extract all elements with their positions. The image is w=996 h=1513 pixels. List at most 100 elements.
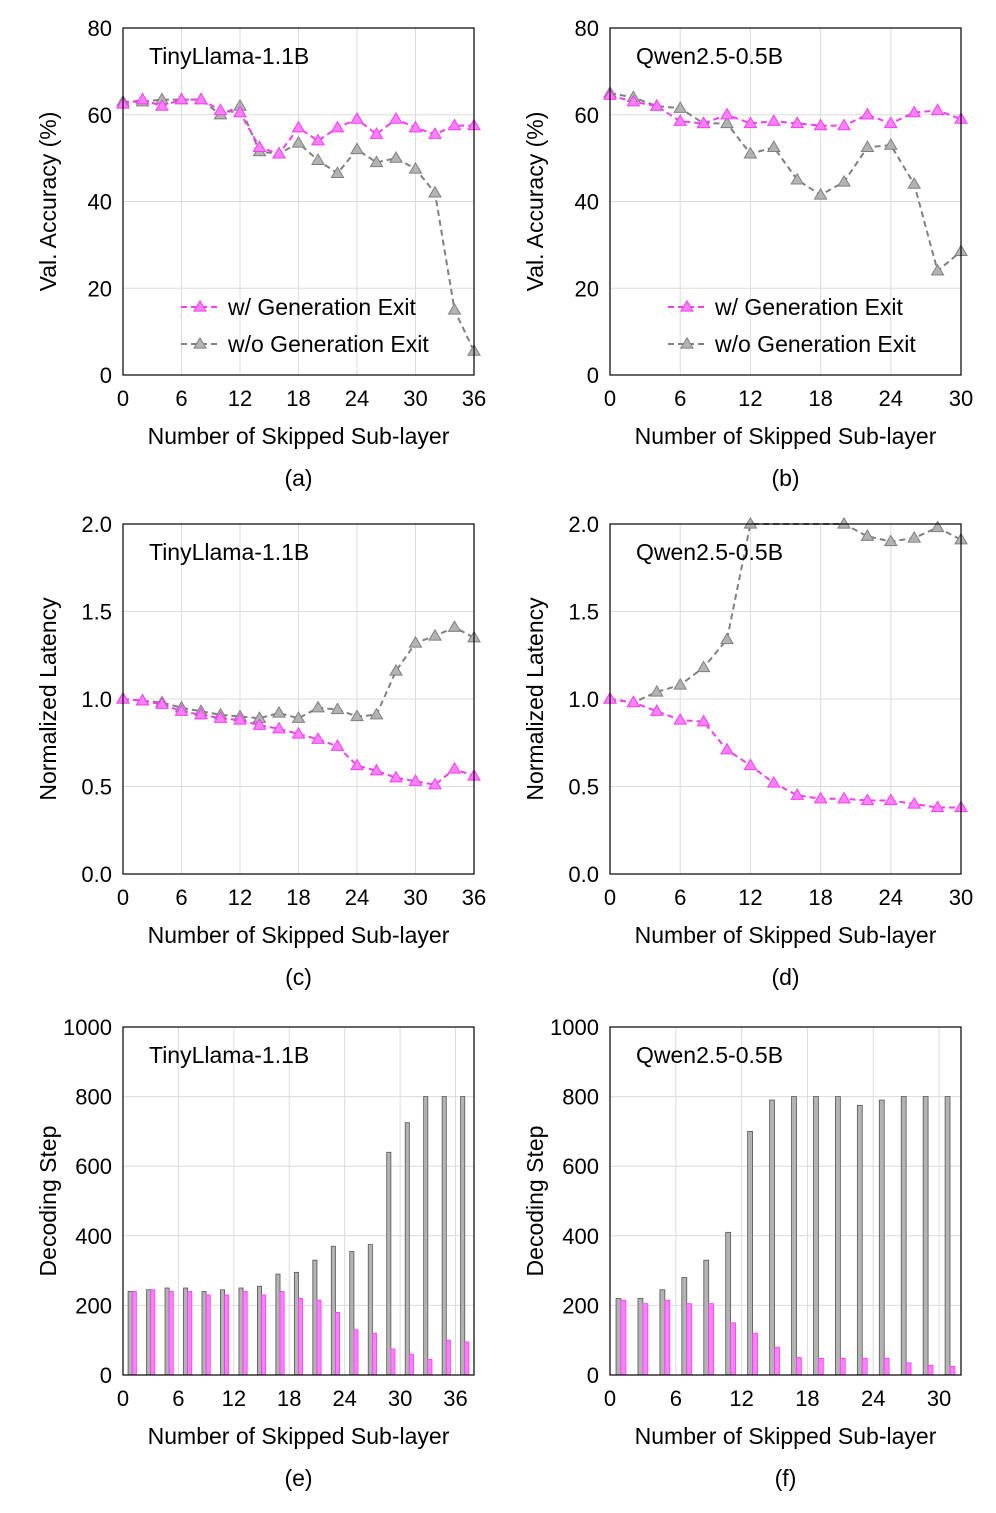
- data-point-without-exit: [428, 628, 442, 641]
- y-tick-label: 40: [575, 190, 599, 215]
- data-point-without-exit: [447, 620, 462, 632]
- bar-without-exit: [922, 1096, 929, 1376]
- y-tick-label: 400: [562, 1224, 599, 1249]
- x-tick-label: 6: [172, 1386, 184, 1411]
- data-point-without-exit: [649, 684, 664, 697]
- legend-label-without-exit: w/o Generation Exit: [714, 331, 916, 357]
- bar-with-exit: [298, 1298, 304, 1376]
- bar-without-exit: [835, 1096, 841, 1376]
- data-point-with-exit: [330, 739, 345, 751]
- data-point-without-exit: [330, 166, 345, 178]
- data-point-with-exit: [408, 120, 423, 133]
- data-point-without-exit: [447, 302, 462, 315]
- y-axis-label: Normalized Latency: [35, 597, 61, 801]
- data-point-with-exit: [813, 791, 828, 804]
- data-point-without-exit: [837, 516, 851, 529]
- y-tick-label: 2.0: [81, 512, 112, 537]
- x-tick-label: 6: [175, 885, 187, 910]
- data-point-without-exit: [389, 663, 403, 676]
- data-point-with-exit: [907, 105, 922, 118]
- x-tick-label: 18: [795, 1386, 819, 1411]
- bar-without-exit: [312, 1259, 318, 1376]
- bar-with-exit: [464, 1341, 470, 1376]
- data-point-with-exit: [389, 111, 403, 124]
- data-point-without-exit: [837, 174, 851, 187]
- chart-title: TinyLlama-1.1B: [149, 539, 309, 565]
- x-tick-label: 18: [808, 885, 832, 910]
- data-point-with-exit: [907, 796, 922, 809]
- bar-without-exit: [164, 1287, 170, 1376]
- data-point-with-exit: [233, 105, 247, 118]
- legend-marker-with-exit: [680, 299, 694, 312]
- data-point-without-exit: [907, 177, 922, 189]
- x-tick-label: 0: [604, 386, 616, 411]
- x-tick-label: 6: [674, 386, 686, 411]
- data-point-without-exit: [291, 711, 306, 723]
- x-tick-label: 6: [674, 885, 686, 910]
- y-tick-label: 0.0: [81, 862, 112, 887]
- x-tick-label: 0: [117, 1386, 129, 1411]
- bar-with-exit: [642, 1303, 649, 1376]
- panel-caption: (d): [771, 964, 799, 990]
- data-point-without-exit: [408, 635, 423, 648]
- bar-without-exit: [703, 1259, 710, 1376]
- data-point-with-exit: [135, 693, 150, 706]
- y-tick-label: 0: [100, 363, 112, 388]
- data-point-with-exit: [837, 791, 851, 804]
- data-point-with-exit: [291, 726, 306, 739]
- x-tick-label: 30: [949, 885, 973, 910]
- x-tick-label: 12: [738, 386, 762, 411]
- y-tick-label: 1.5: [81, 600, 112, 625]
- y-tick-label: 0: [100, 1363, 112, 1388]
- plot-frame: [122, 1026, 475, 1376]
- bar-with-exit: [839, 1357, 846, 1376]
- legend-marker-without-exit: [680, 336, 694, 349]
- data-point-without-exit: [272, 705, 286, 718]
- chart-panel-d: 0 6 12 18 24 30 0.0 0.5 1.0 1.5 2.0 Qwen2.5-0.5B Num…: [522, 512, 973, 990]
- data-point-with-exit: [389, 770, 403, 783]
- data-point-without-exit: [673, 101, 688, 113]
- y-axis-label: Val. Accuracy (%): [522, 112, 548, 292]
- data-point-with-exit: [194, 707, 208, 720]
- data-point-with-exit: [626, 94, 641, 107]
- y-tick-label: 80: [88, 16, 112, 41]
- x-tick-label: 24: [879, 885, 903, 910]
- x-tick-label: 0: [117, 386, 129, 411]
- bar-without-exit: [183, 1287, 189, 1376]
- bar-without-exit: [725, 1231, 732, 1376]
- data-point-with-exit: [626, 695, 641, 708]
- series-line-with-exit: [609, 94, 962, 127]
- bar-without-exit: [659, 1289, 666, 1376]
- x-tick-label: 24: [879, 386, 903, 411]
- bar-without-exit: [238, 1287, 244, 1376]
- x-tick-label: 12: [222, 1386, 246, 1411]
- data-point-with-exit: [813, 118, 828, 131]
- data-point-with-exit: [743, 758, 758, 771]
- data-point-without-exit: [930, 520, 945, 533]
- x-tick-label: 18: [808, 386, 832, 411]
- x-tick-label: 30: [949, 386, 973, 411]
- bar-without-exit: [201, 1291, 207, 1376]
- data-point-with-exit: [408, 774, 423, 786]
- data-point-without-exit: [930, 263, 945, 276]
- bar-with-exit: [905, 1362, 912, 1376]
- chart-panel-f: 0 6 12 18 24 30 0 200 400 600 800 1000 Qwen2.5-0.5B N…: [522, 1015, 962, 1491]
- bar-with-exit: [686, 1303, 693, 1376]
- data-point-with-exit: [790, 788, 805, 800]
- bar-without-exit: [637, 1298, 644, 1376]
- data-point-without-exit: [790, 172, 805, 185]
- bar-with-exit: [150, 1289, 156, 1376]
- y-tick-label: 1.0: [568, 687, 599, 712]
- bar-with-exit: [774, 1346, 780, 1376]
- bar-with-exit: [949, 1365, 956, 1376]
- data-point-with-exit: [135, 92, 150, 105]
- data-point-with-exit: [311, 732, 325, 744]
- y-tick-label: 800: [562, 1085, 599, 1110]
- bar-without-exit: [330, 1245, 336, 1376]
- bar-with-exit: [168, 1291, 174, 1376]
- bar-without-exit: [127, 1291, 133, 1376]
- bar-with-exit: [205, 1294, 211, 1376]
- legend-marker-with-exit: [193, 299, 207, 312]
- data-point-with-exit: [311, 133, 325, 146]
- data-point-with-exit: [194, 92, 208, 105]
